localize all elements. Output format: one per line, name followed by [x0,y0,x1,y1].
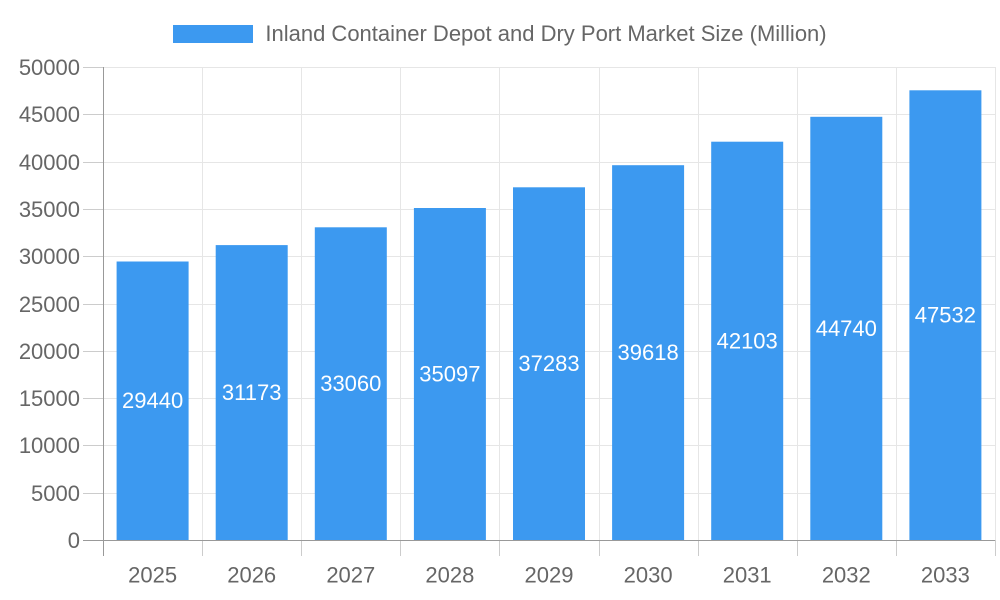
bar-value-label: 39618 [618,340,679,365]
bar-2027[interactable] [314,227,387,541]
y-tick-label: 5000 [31,481,80,506]
bar-2029[interactable] [513,187,585,541]
y-tick-label: 40000 [19,150,80,175]
y-tick-label: 25000 [19,292,80,317]
bar-value-label: 47532 [915,303,976,328]
x-tick-label: 2030 [624,563,673,588]
bar-2025[interactable] [116,261,189,541]
bar-value-label: 33060 [320,371,381,396]
bar-value-label: 42103 [717,328,778,353]
bar-2032[interactable] [810,116,883,541]
x-tick-label: 2028 [425,563,474,588]
y-tick-label: 45000 [19,102,80,127]
bar-value-label: 31173 [222,380,282,405]
bar-value-label: 29440 [122,388,183,413]
bar-2031[interactable] [711,141,784,540]
bar-2026[interactable] [215,245,288,540]
bar-value-label: 37283 [518,351,579,376]
x-tick-label: 2031 [723,563,772,588]
bar-2030[interactable] [612,165,685,540]
y-tick-label: 0 [68,528,80,553]
legend-label: Inland Container Depot and Dry Port Mark… [265,21,827,46]
bar-2033[interactable] [909,90,982,541]
y-tick-label: 10000 [19,433,80,458]
x-tick-label: 2033 [921,563,970,588]
y-tick-label: 50000 [19,55,80,80]
x-tick-label: 2026 [227,563,276,588]
x-tick-label: 2032 [822,563,871,588]
bar-value-label: 35097 [419,362,480,387]
legend-item[interactable]: Inland Container Depot and Dry Port Mark… [0,21,1000,47]
x-tick-label: 2027 [326,563,375,588]
y-tick-label: 30000 [19,244,80,269]
x-tick-label: 2025 [128,563,177,588]
bar-2028[interactable] [413,208,486,540]
y-tick-label: 15000 [19,386,80,411]
x-tick-label: 2029 [525,563,574,588]
bar-value-label: 44740 [816,316,877,341]
y-tick-label: 20000 [19,339,80,364]
legend-swatch [173,25,254,43]
y-tick-label: 35000 [19,197,80,222]
